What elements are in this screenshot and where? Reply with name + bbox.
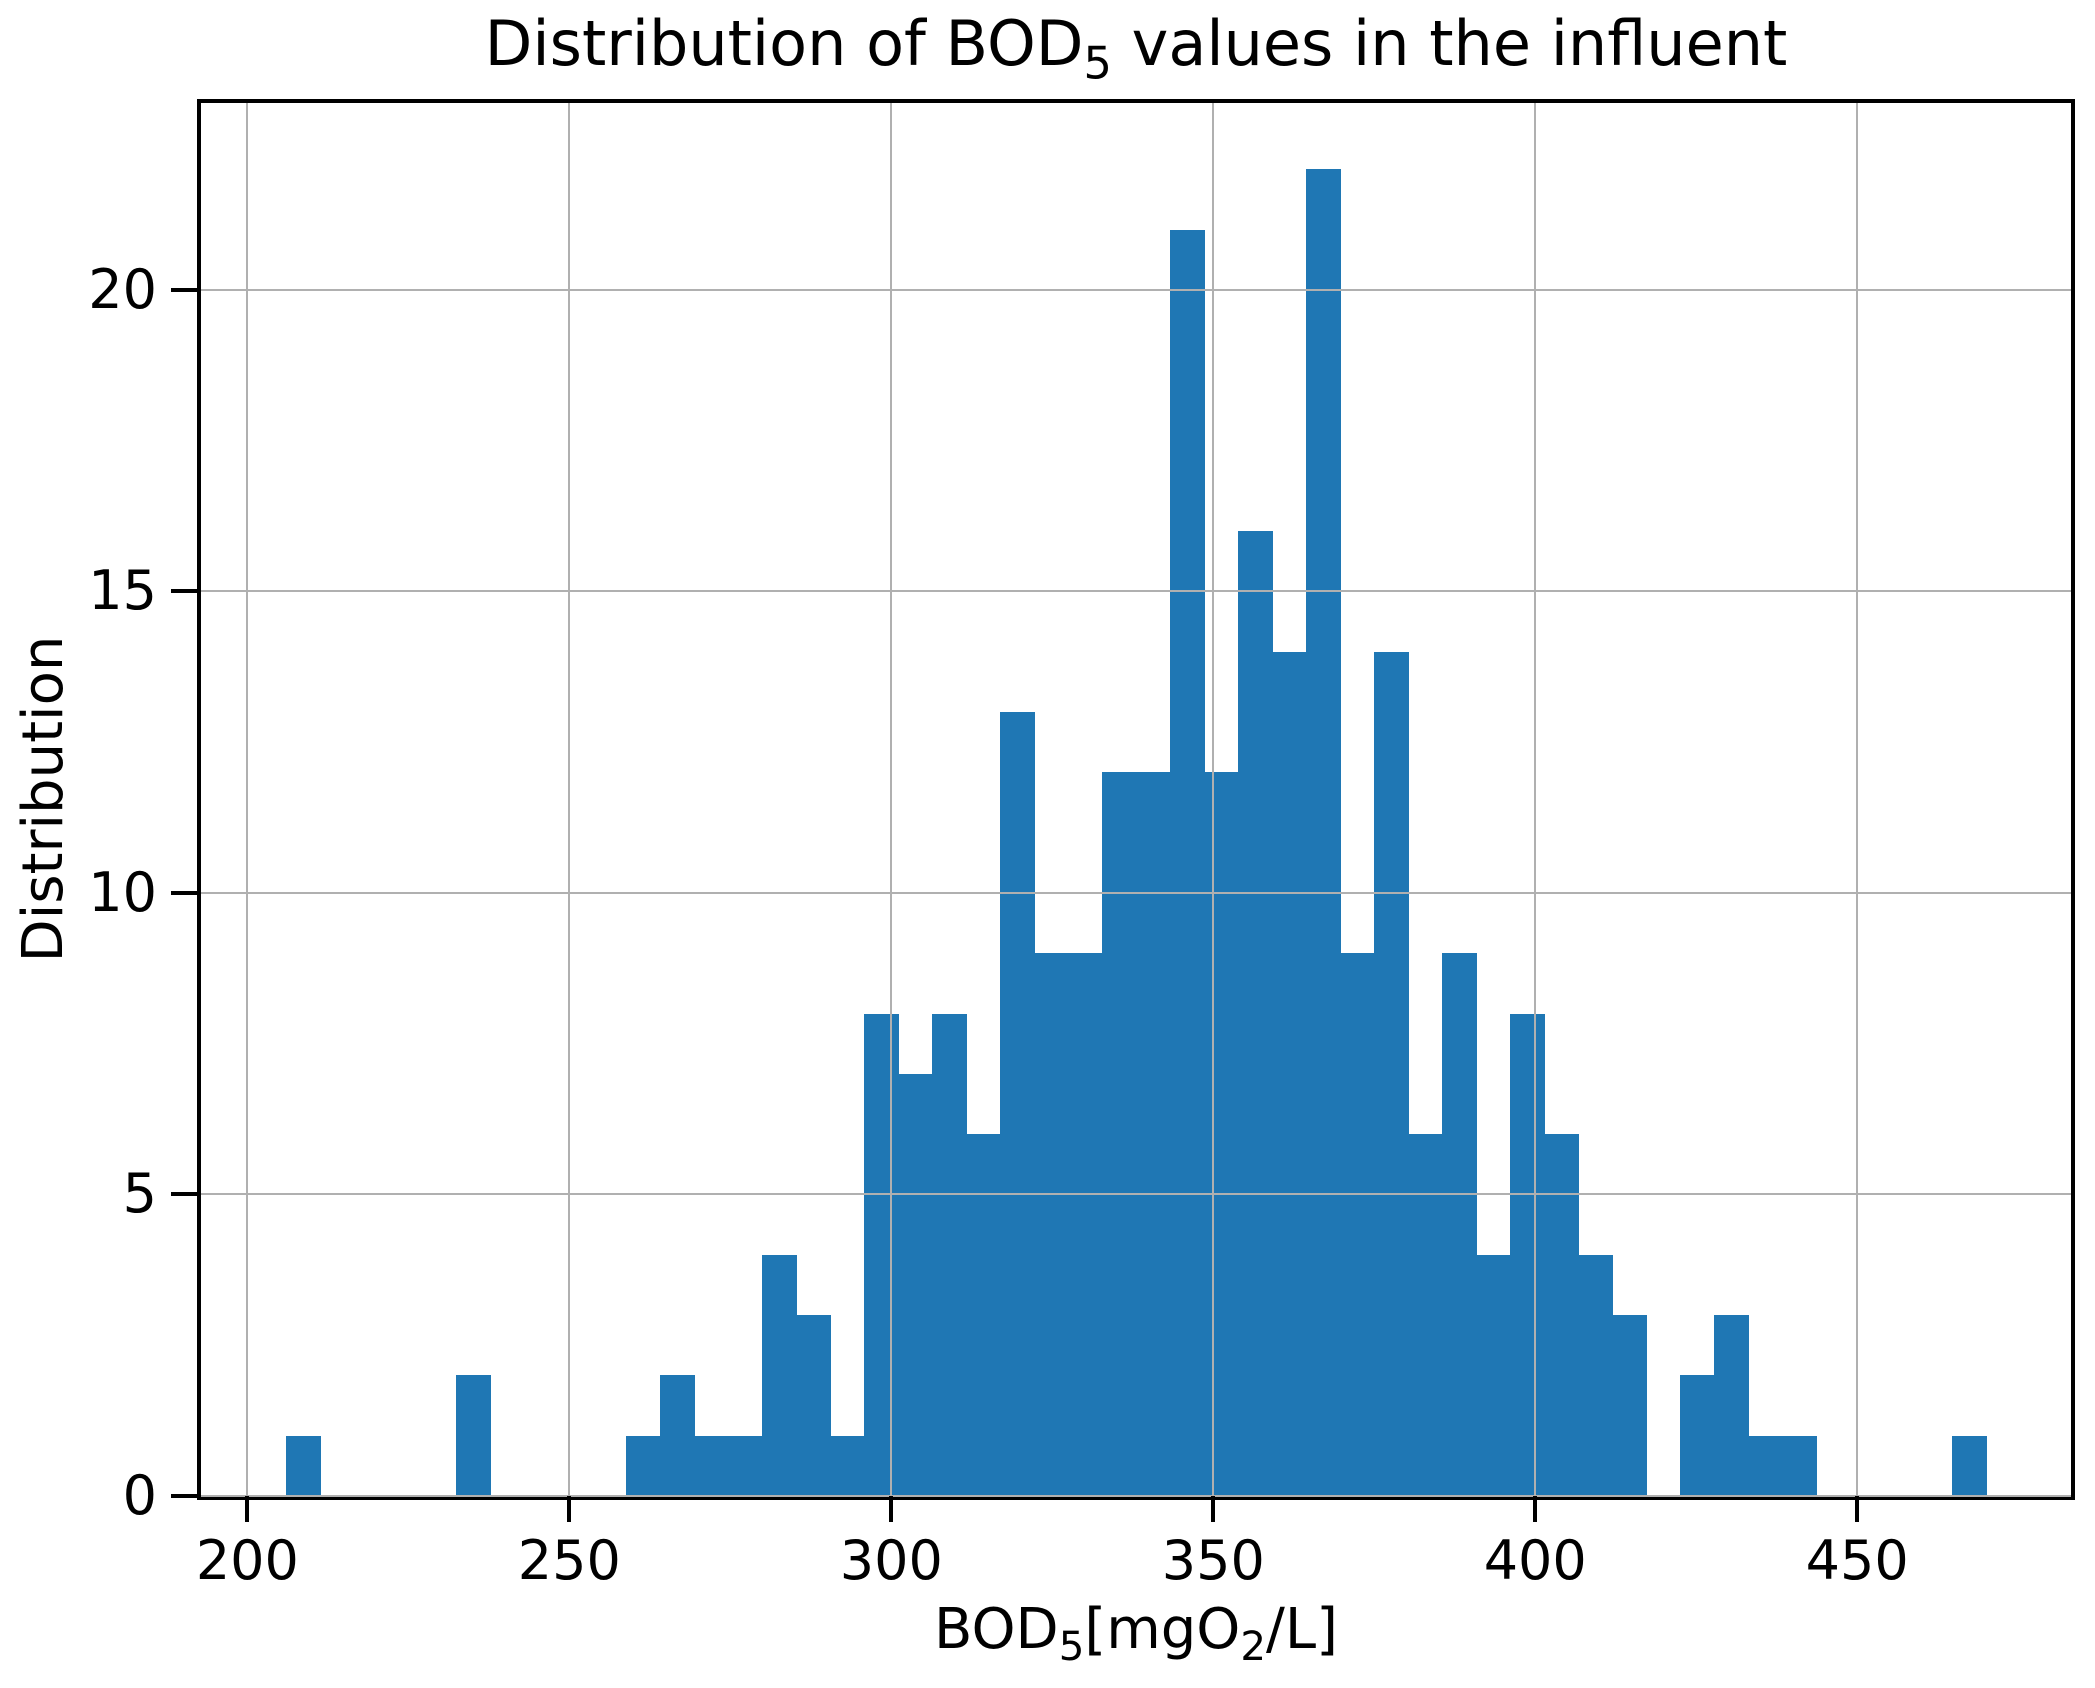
histogram-bar [694,1435,729,1496]
y-tick-mark [171,890,197,895]
x-tick-label: 350 [1161,1529,1265,1592]
y-axis-label-text: Distribution [11,635,76,963]
histogram-bar [1340,953,1375,1496]
histogram-bar [1442,953,1477,1496]
histogram-bar [1952,1435,1987,1496]
histogram-bar [932,1013,967,1496]
x-tick-label: 450 [1805,1529,1909,1592]
y-tick-mark [171,287,197,292]
x-axis-label-p1: BOD [934,1597,1059,1662]
histogram-bar [1476,1254,1511,1496]
histogram-bar [1612,1315,1647,1496]
histogram-bar [864,1013,899,1496]
y-axis-label: Distribution [11,636,76,963]
y-tick-label: 20 [88,257,157,321]
histogram-bar [1238,531,1273,1496]
chart-title-subscript: 5 [1083,37,1112,90]
x-axis-label-p2: [mgO [1084,1597,1241,1662]
vertical-gridline [568,103,571,1496]
vertical-gridline [246,103,249,1496]
histogram-bar [1102,772,1137,1496]
horizontal-gridline [201,891,2071,894]
chart-title-prefix: Distribution of BOD [484,7,1084,80]
histogram-bar [660,1375,695,1496]
x-tick-label: 250 [517,1529,621,1592]
x-tick-label: 200 [195,1529,299,1592]
x-tick-mark [889,1496,894,1522]
histogram-bar [1408,1134,1443,1496]
y-tick-label: 15 [88,559,157,623]
histogram-bar [898,1073,933,1496]
histogram-bar [1680,1375,1715,1496]
y-tick-mark [171,1192,197,1197]
y-tick-label: 10 [88,860,157,924]
x-axis-label-sub2: 2 [1240,1623,1267,1671]
plot-area: 200 250 300 350 400 450 0 5 10 15 20 [88,99,2075,1588]
histogram-bar [1170,229,1205,1496]
histogram-bar [286,1435,321,1496]
vertical-gridline [1534,103,1537,1496]
histogram-bar [1272,651,1307,1496]
vertical-gridline [1856,103,1859,1496]
histogram-bar [626,1435,661,1496]
histogram-bar [796,1315,831,1496]
histogram-bar [966,1134,1001,1496]
histogram-bar [1748,1435,1783,1496]
histogram-bar [1544,1134,1579,1496]
x-tick-mark [567,1496,572,1522]
vertical-gridline [1212,103,1215,1496]
histogram-bar [1034,953,1069,1496]
x-axis-label-sub1: 5 [1058,1623,1085,1671]
histogram-bar [1204,772,1239,1496]
x-tick-label: 400 [1483,1529,1587,1592]
histogram-bar [1068,953,1103,1496]
histogram-bar [1510,1013,1545,1496]
x-tick-mark [1855,1496,1860,1522]
y-tick-label: 5 [122,1162,157,1226]
chart-title: Distribution of BOD5 values in the influ… [485,8,1788,90]
x-axis-label-p3: /L] [1266,1597,1338,1662]
histogram-bar [830,1435,865,1496]
histogram-bar [1306,169,1341,1496]
x-tick-mark [1211,1496,1216,1522]
x-tick-mark [245,1496,250,1522]
y-tick-mark [171,1494,197,1498]
histogram-bar [1714,1315,1749,1496]
histogram-bar [1000,712,1035,1496]
histogram-bar [762,1254,797,1496]
histogram-bar [456,1375,491,1496]
y-tick-mark [171,589,197,594]
y-tick-label: 0 [122,1464,157,1527]
horizontal-gridline [201,590,2071,593]
x-axis-label: BOD5[mgO2/L] [934,1597,1338,1671]
histogram-bar [1374,651,1409,1496]
histogram-bar [728,1435,763,1496]
horizontal-gridline [201,1193,2071,1196]
histogram-bar [1578,1254,1613,1496]
chart-title-suffix: values in the influent [1111,7,1788,80]
histogram-bar [1136,772,1171,1496]
x-tick-label: 300 [839,1529,943,1592]
horizontal-gridline [201,288,2071,291]
vertical-gridline [890,103,893,1496]
x-tick-mark [1533,1496,1538,1522]
histogram-bar [1782,1435,1817,1496]
horizontal-gridline [201,1495,2071,1497]
